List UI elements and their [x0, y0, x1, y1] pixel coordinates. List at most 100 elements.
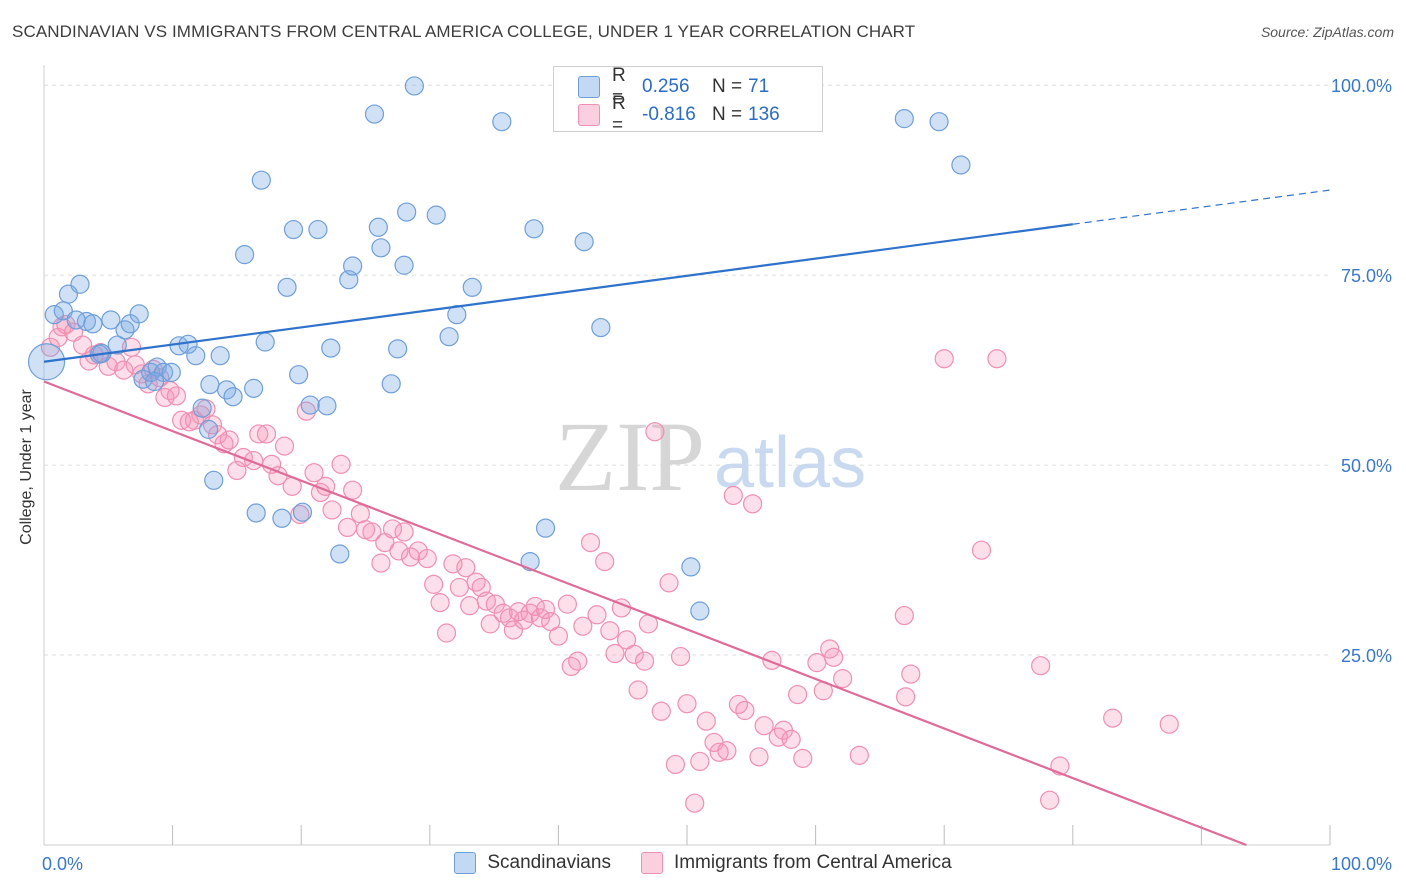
immigrants-point [754, 716, 774, 736]
scandinavians-point [394, 255, 414, 275]
scandinavians-trend-line [43, 223, 1073, 363]
legend-swatch-pink [578, 104, 600, 126]
legend: R = 0.256 N = 71 R = -0.816 N = 136 [553, 65, 823, 136]
immigrants-point [417, 548, 437, 569]
immigrants-point [901, 664, 921, 684]
watermark: ZIP atlas [555, 401, 866, 512]
scandinavians-point [308, 219, 328, 240]
legend-n-value: 136 [748, 104, 780, 125]
scandinavians-point [894, 109, 914, 129]
scandinavians-point [929, 112, 949, 132]
scandinavians-point [439, 327, 459, 347]
scandinavians-point [272, 508, 292, 528]
scandinavians-point [388, 339, 408, 359]
immigrants-point [896, 687, 916, 707]
immigrants-point [595, 551, 615, 572]
immigrants-point [781, 729, 801, 749]
immigrants-point [690, 751, 710, 772]
legend-r-value: 0.256 [642, 76, 690, 97]
series-immigrants-central-america [40, 314, 1179, 813]
immigrants-point [443, 554, 463, 574]
series-legend-label: Scandinavians [487, 852, 611, 873]
scandinavians-point [300, 395, 320, 415]
immigrants-point [1159, 714, 1179, 734]
immigrants-point [343, 480, 363, 500]
scandinavians-point [283, 219, 304, 240]
immigrants-point [833, 669, 853, 689]
y-tick-label: 50.0% [1341, 456, 1392, 476]
scandinavians-point [210, 346, 230, 366]
watermark-atlas: atlas [714, 423, 866, 503]
immigrants-point [677, 694, 697, 714]
scandinavians-point [381, 374, 401, 394]
immigrants-point [424, 574, 444, 594]
legend-row-scandinavians: R = 0.256 N = 71 [578, 65, 770, 108]
immigrants-point [362, 522, 382, 542]
immigrants-point [717, 741, 737, 761]
immigrants-point [685, 793, 705, 813]
scandinavians-point [292, 502, 313, 522]
scandinavians-point [492, 112, 512, 132]
scandinavians-point [343, 256, 363, 276]
immigrants-point [256, 424, 277, 444]
scandinavians-point [83, 314, 103, 334]
immigrants-point [934, 349, 954, 369]
immigrants-point [535, 599, 556, 620]
scandinavians-point [255, 332, 275, 352]
immigrants-point [787, 684, 808, 705]
immigrants-point [651, 701, 671, 721]
scandinavians-point [186, 346, 206, 366]
y-tick-label: 25.0% [1341, 646, 1392, 666]
immigrants-point [350, 504, 370, 524]
legend-row-immigrants: R = -0.816 N = 136 [578, 93, 780, 136]
legend-r-value: -0.816 [642, 104, 696, 125]
immigrants-point [709, 742, 729, 762]
immigrants-point [1103, 708, 1123, 728]
immigrants-point [460, 596, 480, 616]
legend-n-value: 71 [748, 76, 770, 97]
immigrants-point [290, 504, 310, 525]
immigrants-point [742, 494, 763, 514]
immigrants-point [400, 547, 421, 567]
scandinavians-point [144, 371, 165, 392]
immigrants-point [456, 558, 476, 578]
scandinavians-point [591, 317, 611, 338]
immigrants-point [971, 540, 992, 560]
immigrants-point [480, 614, 500, 634]
legend-r-label: R = [612, 65, 626, 108]
watermark-zip: ZIP [555, 401, 705, 512]
immigrants-point [824, 647, 844, 667]
immigrants-point [166, 386, 187, 406]
immigrants-point [548, 626, 569, 646]
source-credit: Source: ZipAtlas.com [1260, 24, 1394, 40]
immigrants-point [1040, 790, 1060, 810]
immigrants-point [987, 349, 1007, 369]
scandinavians-point [223, 387, 243, 407]
scandinavians-point [690, 601, 710, 621]
series-legend: Scandinavians Immigrants from Central Am… [0, 852, 1406, 874]
scandinavians-point [462, 277, 482, 297]
y-tick-label: 75.0% [1341, 266, 1392, 286]
immigrants-point [605, 643, 625, 664]
scandinavians-point [244, 378, 264, 398]
chart-title: SCANDINAVIAN VS IMMIGRANTS FROM CENTRAL … [12, 22, 916, 41]
immigrants-point [466, 572, 486, 592]
immigrants-point [322, 500, 342, 520]
scandinavians-point [204, 470, 224, 490]
scandinavians-point [364, 104, 385, 124]
immigrants-point [249, 424, 269, 444]
immigrants-point [371, 553, 391, 573]
scandinavians-point [115, 320, 135, 340]
scandinavians-point [70, 274, 90, 294]
series-legend-item-scandinavians[interactable]: Scandinavians [454, 852, 611, 874]
x-tick-label: 0.0% [42, 854, 83, 874]
immigrants-point [600, 621, 620, 641]
series-swatch-blue [454, 852, 477, 874]
immigrants-point [561, 656, 581, 677]
immigrants-point [389, 541, 409, 561]
scandinavians-point [535, 518, 556, 538]
series-legend-item-immigrants[interactable]: Immigrants from Central America [640, 852, 952, 874]
legend-swatch-blue [578, 76, 600, 98]
immigrants-point [382, 519, 403, 539]
